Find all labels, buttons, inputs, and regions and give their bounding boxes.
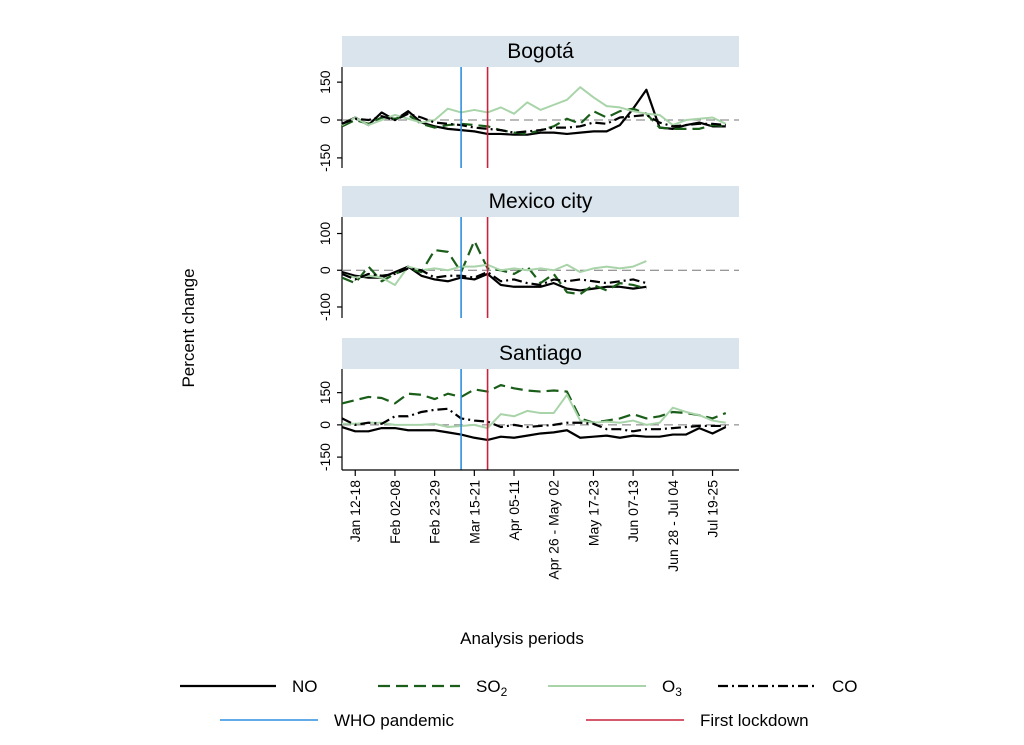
panel-2: Santiago 150 0 -150 [317,338,739,471]
y-tick-label: 0 [317,421,333,429]
legend-label-o3: O3 [662,677,682,699]
series-line-o3 [342,393,726,430]
panel-0: Bogotá 150 0 -150 [317,36,739,172]
series-line-o3 [341,86,727,127]
series-line-so2 [341,384,727,424]
x-tick-label: Feb 23-29 [427,480,443,544]
y-tick-label: 150 [317,381,333,405]
x-axis: Jan 12-18 Feb 02-08 Feb 23-29 Mar 15-21 Apr … [342,469,739,580]
panel-1: Mexico city 100 0 -100 [317,186,739,321]
panels-group: Bogotá 150 0 -150 Mexico city 100 0 -100 Santiag… [317,36,739,580]
y-axis-label: Percent change [179,268,198,387]
panel-header [342,338,739,369]
panel-title: Santiago [499,342,582,365]
x-tick-label: Mar 15-21 [466,480,482,544]
x-tick-label: Jul 19-25 [705,480,721,538]
series-line-no [341,425,727,442]
y-tick-label: -150 [317,144,333,172]
series-line-no [341,265,647,292]
legend-label-text: SO [476,677,501,696]
x-tick-label: Jun 28 - Jul 04 [665,480,681,572]
legend-label-no: NO [292,677,318,696]
legend-label-co: CO [832,677,858,696]
legend-label-text: CO [832,677,858,696]
x-tick-label: Jan 12-18 [347,480,363,542]
series-line-so2 [341,239,647,296]
x-tick-label: Apr 26 - May 02 [546,480,562,580]
legend: NO SO2 O3 CO WHO pandemic First lockdown [180,677,858,730]
series-line-so2 [341,107,726,136]
y-tick-label: -100 [317,293,333,321]
series-line-co [341,112,726,134]
legend-label-subscript: 3 [675,685,682,699]
legend-label-so2: SO2 [476,677,508,699]
panel-header [342,186,739,217]
panel-header [342,36,739,67]
legend-label-text: O [662,677,675,696]
y-tick-label: -150 [317,443,333,471]
x-tick-label: May 17-23 [585,480,601,546]
series-line-o3 [341,260,647,286]
x-tick-label: Apr 05-11 [506,480,522,541]
y-tick-label: 100 [317,222,333,246]
x-axis-label: Analysis periods [460,629,584,648]
y-tick-label: 0 [317,266,333,274]
series-line-co [341,407,726,433]
y-tick-label: 0 [317,116,333,124]
x-tick-label: Jun 07-13 [625,480,641,542]
y-tick-label: 150 [317,70,333,94]
legend-label-who-pandemic: WHO pandemic [334,711,454,730]
series-line-co [341,267,647,287]
legend-label-subscript: 2 [501,685,508,699]
panel-title: Bogotá [507,40,574,63]
x-tick-label: Feb 02-08 [387,480,403,544]
legend-label-first-lockdown: First lockdown [700,711,809,730]
legend-label-text: NO [292,677,318,696]
panel-title: Mexico city [489,190,593,213]
